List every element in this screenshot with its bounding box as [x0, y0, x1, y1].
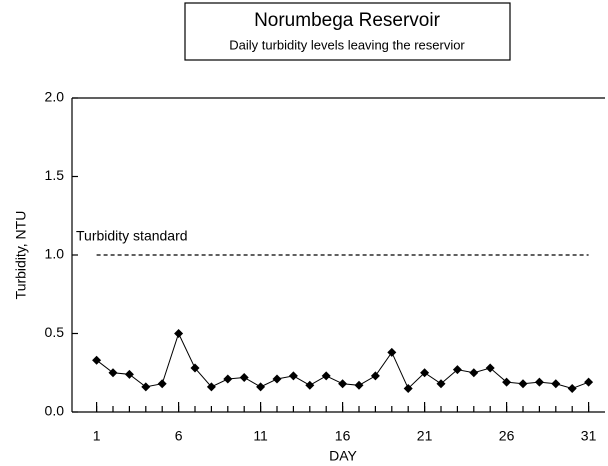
data-point [567, 383, 577, 393]
x-tick-label: 31 [581, 428, 597, 444]
data-point [288, 371, 298, 381]
data-point [485, 363, 495, 373]
data-point [469, 368, 479, 378]
data-point [387, 347, 397, 357]
data-point [584, 377, 594, 387]
data-point [190, 363, 200, 373]
y-tick-label: 1.0 [45, 246, 65, 262]
data-point [92, 355, 102, 365]
x-tick-label: 11 [253, 428, 268, 444]
chart-title: Norumbega Reservoir [254, 10, 441, 31]
data-point [518, 379, 528, 389]
y-tick-label: 1.5 [45, 167, 65, 183]
data-point [534, 377, 544, 387]
x-tick-label: 21 [417, 428, 433, 444]
data-point [502, 377, 512, 387]
data-point [108, 368, 118, 378]
x-tick-label: 6 [175, 428, 183, 444]
data-point [256, 382, 266, 392]
data-point [206, 382, 216, 392]
x-tick-label: 26 [499, 428, 515, 444]
data-point [223, 374, 233, 384]
x-tick-label: 1 [93, 428, 101, 444]
y-tick-label: 2.0 [45, 89, 65, 105]
data-point [272, 374, 282, 384]
x-axis-label: DAY [329, 448, 357, 464]
x-tick-label: 16 [335, 428, 351, 444]
data-point [239, 372, 249, 382]
data-point [174, 329, 184, 338]
data-point [338, 379, 348, 389]
y-tick-label: 0.5 [45, 324, 65, 340]
y-tick-label: 0.0 [45, 403, 65, 419]
data-point [354, 380, 364, 390]
chart-subtitle: Daily turbidity levels leaving the reser… [229, 37, 465, 52]
title-box [184, 2, 511, 61]
data-point [141, 382, 151, 392]
y-axis-label: Turbidity, NTU [13, 211, 29, 300]
data-point [370, 371, 380, 381]
standard-label: Turbidity standard [76, 228, 188, 244]
data-point [436, 379, 446, 389]
data-point [124, 369, 134, 379]
data-point [551, 379, 561, 389]
data-point [420, 368, 430, 378]
data-point [452, 365, 462, 375]
data-point [403, 383, 413, 393]
data-point [305, 380, 315, 390]
data-point [157, 379, 167, 389]
data-point [321, 371, 331, 381]
